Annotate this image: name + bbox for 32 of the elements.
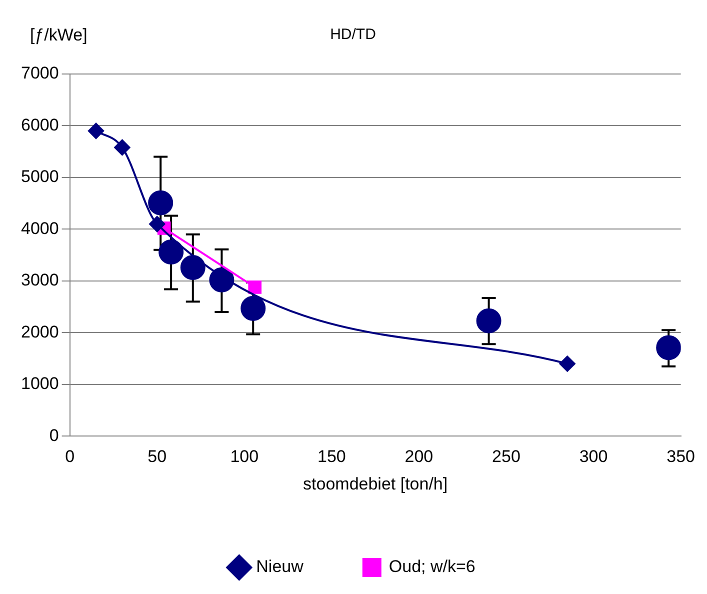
point (240, 296, 266, 321)
point (248, 280, 262, 294)
point (88, 122, 104, 139)
chart-title: HD/TD (330, 26, 376, 44)
y-tick-label: 0 (49, 426, 59, 445)
x-tick-label: 350 (666, 447, 696, 466)
y-tick-label: 5000 (20, 167, 59, 186)
x-tick-label: 100 (230, 447, 259, 466)
x-axis-title: stoomdebiet [ton/h] (303, 474, 448, 494)
x-tick-label: 250 (492, 447, 520, 466)
y-tick-label: 6000 (20, 115, 59, 134)
x-tick-label: 150 (317, 447, 346, 466)
y-tick-label: 2000 (20, 322, 59, 342)
x-tick-label: 300 (579, 447, 608, 466)
x-tick-label: 0 (65, 447, 75, 466)
point (476, 308, 502, 334)
point (180, 255, 206, 280)
legend-label: Nieuw (256, 557, 304, 576)
point (656, 335, 681, 360)
legend-label: Oud; w/k=6 (388, 557, 476, 576)
y-tick-label: 7000 (20, 64, 59, 83)
point (559, 356, 576, 372)
y-axis-title: [ƒ/kWe] (30, 26, 88, 45)
point (114, 139, 130, 156)
x-tick-label: 200 (404, 447, 434, 466)
point (148, 190, 174, 216)
point (149, 216, 166, 232)
point (158, 239, 184, 264)
y-tick-label: 1000 (20, 374, 59, 394)
y-tick-label: 3000 (20, 270, 59, 290)
x-tick-label: 50 (148, 447, 167, 466)
y-tick-label: 4000 (20, 218, 59, 238)
